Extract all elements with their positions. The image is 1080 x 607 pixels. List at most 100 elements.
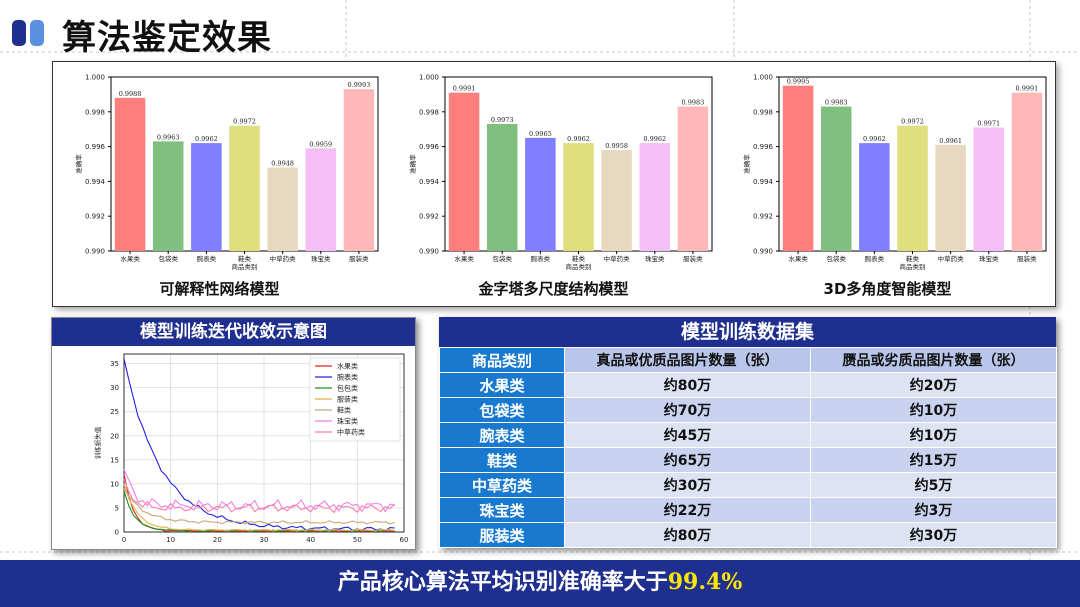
row-genuine: 约70万 — [564, 397, 811, 423]
bar — [486, 123, 518, 251]
bar-value-label: 0.9972 — [901, 118, 924, 126]
row-genuine: 约65万 — [564, 447, 811, 473]
series-line — [123, 358, 395, 532]
x-tick-label: 珠宝类 — [645, 254, 665, 263]
y-tick-label: 0.990 — [753, 248, 773, 256]
x-tick-label: 鞋类 — [906, 254, 920, 263]
x-tick-label: 水果类 — [120, 254, 140, 263]
bar — [343, 89, 375, 252]
y-axis-label: 训练损失值 — [93, 426, 102, 459]
x-tick-label: 珠宝类 — [311, 254, 331, 263]
series-line — [123, 478, 396, 514]
bar — [305, 148, 337, 251]
plot-frame — [123, 353, 405, 533]
bar — [897, 125, 928, 251]
x-tick-label: 50 — [353, 536, 362, 544]
y-tick-label: 0.992 — [753, 213, 773, 221]
legend-label: 中草药类 — [337, 428, 365, 437]
x-tick-label: 腕表类 — [865, 254, 885, 263]
x-tick-label: 珠宝类 — [979, 254, 999, 263]
x-tick-label: 20 — [213, 536, 222, 544]
bar-value-label: 0.9961 — [939, 137, 962, 145]
row-genuine: 约30万 — [564, 472, 811, 498]
row-genuine: 约80万 — [564, 372, 811, 398]
bar-chart-2-svg: 0.990 0.992 0.994 0.996 0.998 1.000 0.9995 水果类 0… — [742, 74, 1047, 271]
y-axis-label: 准确率 — [74, 154, 83, 174]
bar-value-label: 0.9993 — [348, 81, 371, 89]
x-tick-label: 60 — [400, 536, 409, 544]
bar — [267, 167, 298, 251]
y-tick-label: 0.998 — [753, 108, 773, 116]
bar-value-label: 0.9983 — [682, 99, 705, 107]
dataset-panel: 模型训练数据集 商品类别 真品或优质品图片数量（张） 赝品或劣质品图片数量（张）… — [439, 317, 1057, 548]
y-tick-label: 0.992 — [85, 213, 105, 221]
header-category: 商品类别 — [439, 347, 565, 373]
x-tick-label: 服装类 — [683, 254, 703, 263]
x-tick-label: 鞋类 — [572, 254, 586, 263]
chart-caption: 3D多角度智能模型 — [823, 280, 952, 298]
y-tick-label: 0.998 — [85, 108, 105, 116]
summary-text: 产品核心算法平均识别准确率大于 — [337, 570, 668, 595]
convergence-title: 模型训练迭代收敛示意图 — [52, 318, 415, 346]
y-tick-label: 0.990 — [85, 248, 105, 256]
bar-chart-pyramid: 0.990 0.992 0.994 0.996 0.998 1.000 0.9991 水果类 0… — [387, 62, 720, 306]
bar — [525, 137, 556, 251]
y-tick-label: 35 — [110, 360, 119, 368]
page-title: 算法鉴定效果 — [62, 18, 272, 58]
bar-value-label: 0.9995 — [787, 78, 810, 86]
bar — [1011, 92, 1043, 251]
bar-value-label: 0.9958 — [605, 142, 628, 150]
bar-chart-0-svg: 0.990 0.992 0.994 0.996 0.998 1.000 0.9988 水果类 0… — [74, 74, 379, 271]
y-tick-label: 0.994 — [85, 178, 106, 186]
row-fake: 约10万 — [810, 422, 1057, 448]
bar — [563, 143, 594, 251]
y-axis-label: 准确率 — [408, 154, 417, 174]
bar-value-label: 0.9948 — [271, 159, 294, 167]
table-row: 包袋类 约70万 约10万 — [439, 397, 1057, 423]
x-tick-label: 中草药类 — [270, 254, 297, 263]
row-fake: 约30万 — [810, 522, 1057, 548]
header-fake: 赝品或劣质品图片数量（张） — [810, 347, 1057, 373]
x-tick-label: 包袋类 — [826, 254, 846, 263]
row-category: 包袋类 — [439, 397, 565, 423]
x-tick-label: 40 — [306, 536, 315, 544]
bar-value-label: 0.9962 — [643, 135, 666, 143]
legend-label: 包包类 — [337, 384, 358, 393]
x-tick-label: 服装类 — [349, 254, 369, 263]
y-tick-label: 0.994 — [419, 178, 440, 186]
series-line — [123, 488, 395, 525]
table-row: 鞋类 约65万 约15万 — [439, 447, 1057, 473]
bar — [677, 106, 709, 251]
y-tick-label: 30 — [110, 384, 119, 392]
summary-highlight: 99.4% — [667, 569, 743, 595]
x-axis-label: 商品类别 — [900, 262, 926, 271]
row-fake: 约5万 — [810, 472, 1057, 498]
row-fake: 约3万 — [810, 497, 1057, 523]
table-header-row: 商品类别 真品或优质品图片数量（张） 赝品或劣质品图片数量（张） — [439, 347, 1057, 373]
chart-caption: 可解释性网络模型 — [159, 280, 280, 298]
row-genuine: 约80万 — [564, 522, 811, 548]
legend-label: 服装类 — [337, 395, 358, 404]
bar — [782, 85, 814, 251]
table-row: 珠宝类 约22万 约3万 — [439, 497, 1057, 523]
bar-value-label: 0.9959 — [309, 140, 332, 148]
y-tick-label: 0.998 — [419, 108, 439, 116]
y-tick-label: 0.996 — [419, 143, 440, 151]
row-fake: 约10万 — [810, 397, 1057, 423]
bar — [859, 143, 890, 251]
y-tick-label: 1.000 — [419, 74, 439, 82]
series-line — [123, 490, 395, 532]
bar — [820, 106, 852, 251]
x-tick-label: 10 — [166, 536, 175, 544]
bar-value-label: 0.9991 — [453, 85, 476, 93]
y-axis-label: 准确率 — [742, 154, 751, 174]
table-row: 服装类 约80万 约30万 — [439, 522, 1057, 548]
bar-value-label: 0.9962 — [567, 135, 590, 143]
x-tick-label: 中草药类 — [938, 254, 965, 263]
row-category: 鞋类 — [439, 447, 565, 473]
bar-charts-panel: 0.990 0.992 0.994 0.996 0.998 1.000 0.9988 水果类 0… — [52, 61, 1056, 307]
row-category: 腕表类 — [439, 422, 565, 448]
row-category: 中草药类 — [439, 472, 565, 498]
y-tick-label: 0.996 — [753, 143, 774, 151]
y-tick-label: 25 — [110, 408, 119, 416]
